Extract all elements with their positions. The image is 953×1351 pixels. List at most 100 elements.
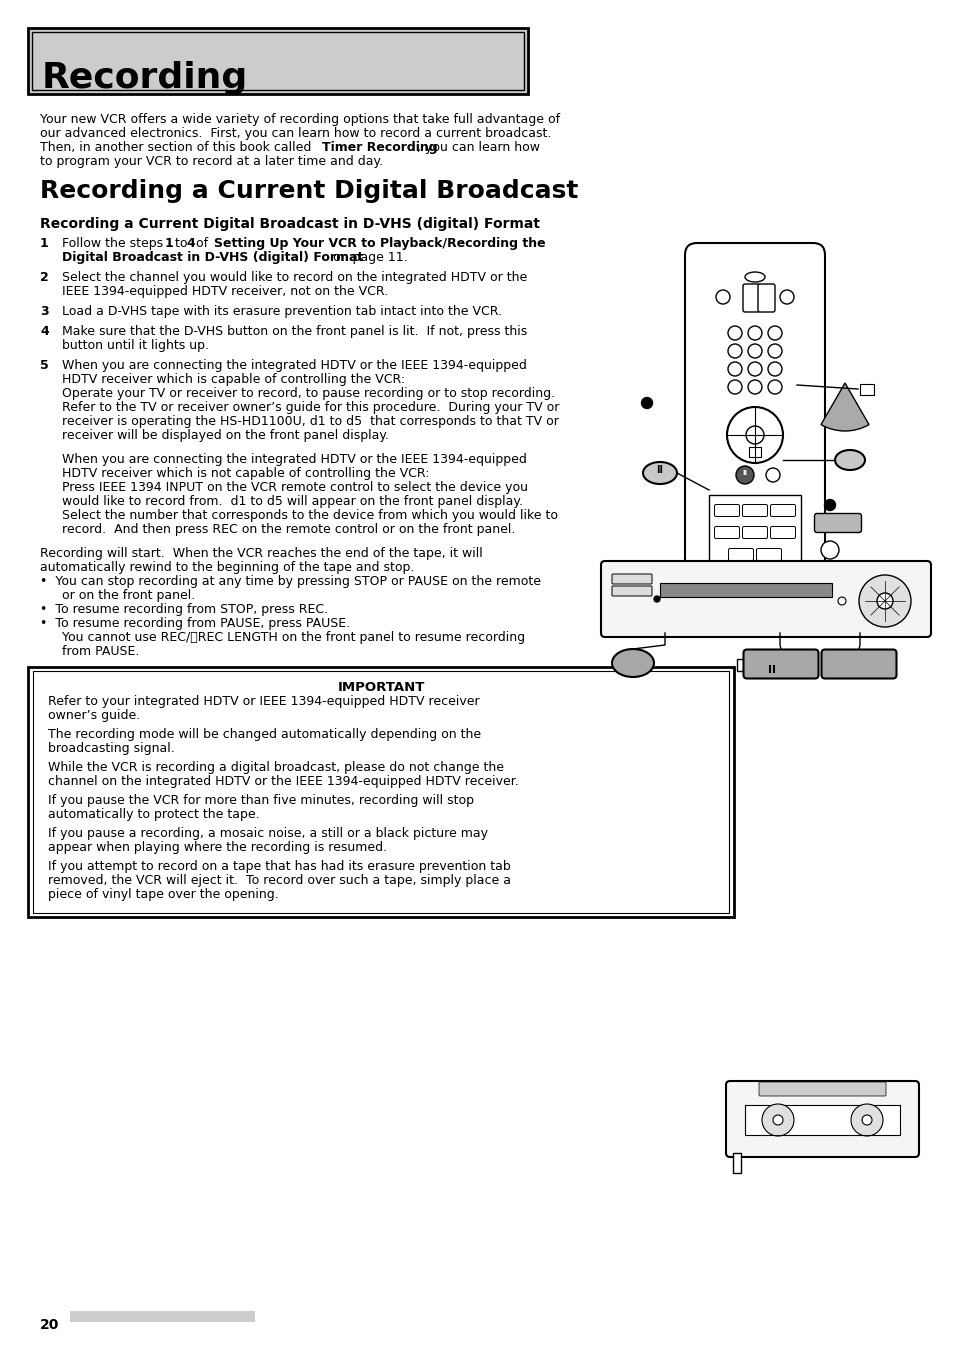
Circle shape [858,576,910,627]
Circle shape [767,345,781,358]
Text: Setting Up Your VCR to Playback/Recording the: Setting Up Your VCR to Playback/Recordin… [213,236,545,250]
Circle shape [747,326,761,340]
Bar [70,1310,254,1323]
Text: HDTV receiver which is not capable of controlling the VCR:: HDTV receiver which is not capable of co… [62,467,429,480]
Circle shape [747,380,761,394]
FancyBboxPatch shape [612,574,651,584]
Bar [732,1152,740,1173]
Text: 2: 2 [40,272,49,284]
Text: automatically rewind to the beginning of the tape and stop.: automatically rewind to the beginning of… [40,561,414,574]
Text: from PAUSE.: from PAUSE. [50,644,139,658]
Circle shape [767,326,781,340]
Text: II: II [656,465,662,476]
Text: broadcasting signal.: broadcasting signal. [48,742,174,755]
Text: automatically to protect the tape.: automatically to protect the tape. [48,808,259,821]
Text: Refer to the TV or receiver owner’s guide for this procedure.  During your TV or: Refer to the TV or receiver owner’s guid… [62,401,558,413]
FancyBboxPatch shape [728,549,753,561]
Text: removed, the VCR will eject it.  To record over such a tape, simply place a: removed, the VCR will eject it. To recor… [48,874,511,888]
Text: Refer to your integrated HDTV or IEEE 1394-equipped HDTV receiver: Refer to your integrated HDTV or IEEE 13… [48,694,479,708]
Circle shape [761,1104,793,1136]
Bar [737,659,748,671]
Circle shape [716,290,729,304]
Wedge shape [821,382,868,431]
Text: Recording will start.  When the VCR reaches the end of the tape, it will: Recording will start. When the VCR reach… [40,547,482,561]
FancyBboxPatch shape [684,243,824,617]
Text: •  You can stop recording at any time by pressing STOP or PAUSE on the remote: • You can stop recording at any time by … [40,576,540,588]
Text: 4: 4 [40,326,49,338]
Text: IMPORTANT: IMPORTANT [337,681,424,694]
FancyBboxPatch shape [741,504,767,516]
Text: piece of vinyl tape over the opening.: piece of vinyl tape over the opening. [48,888,278,901]
FancyBboxPatch shape [770,504,795,516]
Ellipse shape [642,462,677,484]
Circle shape [780,290,793,304]
Circle shape [767,380,781,394]
FancyBboxPatch shape [742,284,760,312]
Text: When you are connecting the integrated HDTV or the IEEE 1394-equipped: When you are connecting the integrated H… [62,453,526,466]
Text: 1: 1 [40,236,49,250]
Circle shape [640,397,652,408]
Text: appear when playing where the recording is resumed.: appear when playing where the recording … [48,842,387,854]
Text: IEEE 1394-equipped HDTV receiver, not on the VCR.: IEEE 1394-equipped HDTV receiver, not on… [62,285,388,299]
Bar [33,671,728,913]
Bar [748,447,760,457]
Text: Your new VCR offers a wide variety of recording options that take full advantage: Your new VCR offers a wide variety of re… [40,113,559,126]
FancyBboxPatch shape [741,527,767,539]
Text: Select the channel you would like to record on the integrated HDTV or the: Select the channel you would like to rec… [62,272,527,284]
Bar [32,32,523,91]
Text: Operate your TV or receiver to record, to pause recording or to stop recording.: Operate your TV or receiver to record, t… [62,386,555,400]
Bar [659,584,831,597]
Text: •  To resume recording from STOP, press REC.: • To resume recording from STOP, press R… [40,603,328,616]
Text: of: of [192,236,212,250]
Text: or on the front panel.: or on the front panel. [50,589,195,603]
Circle shape [726,407,782,463]
FancyBboxPatch shape [758,284,774,312]
Circle shape [745,426,763,444]
Text: would like to record from.  d1 to d5 will appear on the front panel display.: would like to record from. d1 to d5 will… [62,494,522,508]
FancyBboxPatch shape [770,527,795,539]
Text: Select the number that corresponds to the device from which you would like to: Select the number that corresponds to th… [62,509,558,521]
FancyBboxPatch shape [714,504,739,516]
Text: , you can learn how: , you can learn how [416,141,539,154]
Circle shape [727,326,741,340]
Circle shape [747,345,761,358]
Text: •  To resume recording from PAUSE, press PAUSE.: • To resume recording from PAUSE, press … [40,617,350,630]
Ellipse shape [834,450,864,470]
FancyBboxPatch shape [814,513,861,532]
Text: The recording mode will be changed automatically depending on the: The recording mode will be changed autom… [48,728,480,740]
Text: 4: 4 [186,236,194,250]
Text: to program your VCR to record at a later time and day.: to program your VCR to record at a later… [40,155,383,168]
Circle shape [821,540,838,559]
Circle shape [727,345,741,358]
FancyBboxPatch shape [714,527,739,539]
Text: on page 11.: on page 11. [329,251,407,263]
Text: Digital Broadcast in D-VHS (digital) Format: Digital Broadcast in D-VHS (digital) For… [62,251,363,263]
Text: owner’s guide.: owner’s guide. [48,709,140,721]
Text: Make sure that the D-VHS button on the front panel is lit.  If not, press this: Make sure that the D-VHS button on the f… [62,326,527,338]
Text: button until it lights up.: button until it lights up. [62,339,209,353]
Text: II: II [741,470,747,476]
Text: II: II [767,665,775,676]
Circle shape [850,1104,882,1136]
Text: 1: 1 [165,236,173,250]
Text: HDTV receiver which is capable of controlling the VCR:: HDTV receiver which is capable of contro… [62,373,405,386]
FancyBboxPatch shape [759,1082,885,1096]
Text: If you attempt to record on a tape that has had its erasure prevention tab: If you attempt to record on a tape that … [48,861,510,873]
Text: 5: 5 [40,359,49,372]
Text: Follow the steps: Follow the steps [62,236,167,250]
Bar [28,667,733,917]
Text: If you pause a recording, a mosaic noise, a still or a black picture may: If you pause a recording, a mosaic noise… [48,827,488,840]
Text: Recording a Current Digital Broadcast: Recording a Current Digital Broadcast [40,178,578,203]
Circle shape [837,597,845,605]
Text: to: to [171,236,192,250]
Ellipse shape [612,648,654,677]
Text: Recording: Recording [42,61,248,95]
FancyBboxPatch shape [756,549,781,561]
Circle shape [654,596,659,603]
Ellipse shape [744,272,764,282]
Text: While the VCR is recording a digital broadcast, please do not change the: While the VCR is recording a digital bro… [48,761,503,774]
Circle shape [767,362,781,376]
Circle shape [876,593,892,609]
Text: Load a D-VHS tape with its erasure prevention tab intact into the VCR.: Load a D-VHS tape with its erasure preve… [62,305,501,317]
Text: Then, in another section of this book called: Then, in another section of this book ca… [40,141,315,154]
